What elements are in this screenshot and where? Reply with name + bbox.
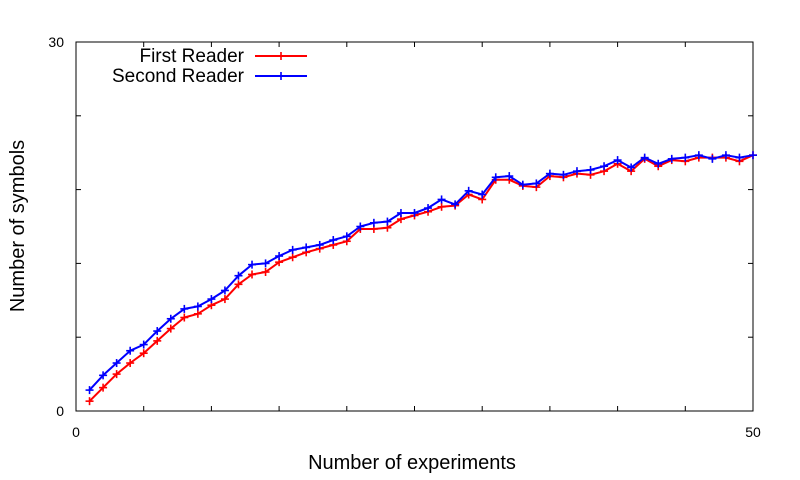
- data-point-second-reader: [627, 163, 636, 172]
- data-point-second-reader: [694, 151, 703, 160]
- data-point-first-reader: [180, 313, 189, 322]
- y-tick-label: 30: [48, 34, 64, 50]
- data-point-first-reader: [261, 268, 270, 277]
- data-point-second-reader: [478, 190, 487, 199]
- data-point-first-reader: [99, 383, 108, 392]
- data-point-second-reader: [166, 314, 175, 323]
- series-layer: [85, 151, 757, 406]
- x-tick-label: 50: [745, 424, 761, 440]
- tick-labels: 0 50 0 30: [48, 34, 761, 440]
- data-point-second-reader: [329, 236, 338, 245]
- data-point-second-reader: [248, 260, 257, 269]
- data-point-second-reader: [112, 359, 121, 368]
- data-point-second-reader: [126, 346, 135, 355]
- data-point-second-reader: [424, 204, 433, 213]
- data-point-second-reader: [275, 252, 284, 261]
- data-point-second-reader: [640, 153, 649, 162]
- legend-marker-first-reader: [277, 52, 285, 60]
- series-line-second-reader: [88, 154, 754, 391]
- data-point-second-reader: [207, 295, 216, 304]
- data-point-second-reader: [667, 154, 676, 163]
- data-point-first-reader: [288, 253, 297, 262]
- data-point-second-reader: [559, 170, 568, 179]
- data-point-first-reader: [220, 295, 229, 304]
- series-first-reader: [85, 151, 757, 406]
- data-point-second-reader: [153, 327, 162, 336]
- legend: First Reader Second Reader: [112, 46, 307, 87]
- data-point-second-reader: [315, 240, 324, 249]
- data-point-first-reader: [234, 280, 243, 289]
- data-point-second-reader: [356, 222, 365, 231]
- data-point-second-reader: [464, 186, 473, 195]
- data-point-first-reader: [85, 397, 94, 406]
- data-point-second-reader: [735, 153, 744, 162]
- data-point-second-reader: [654, 159, 663, 168]
- data-point-second-reader: [491, 173, 500, 182]
- x-axis-label: Number of experiments: [308, 452, 516, 474]
- data-point-second-reader: [342, 232, 351, 241]
- data-point-first-reader: [112, 370, 121, 379]
- legend-label-second-reader: Second Reader: [112, 66, 245, 87]
- data-point-second-reader: [193, 302, 202, 311]
- data-point-second-reader: [545, 169, 554, 178]
- y-axis-label: Number of symbols: [7, 140, 29, 312]
- data-point-second-reader: [99, 371, 108, 380]
- legend-label-first-reader: First Reader: [139, 46, 244, 67]
- data-point-second-reader: [518, 180, 527, 189]
- data-point-second-reader: [302, 243, 311, 252]
- data-point-second-reader: [721, 151, 730, 160]
- data-point-second-reader: [220, 286, 229, 295]
- y-tick-label: 0: [56, 403, 64, 419]
- data-point-second-reader: [139, 340, 148, 349]
- data-point-second-reader: [586, 165, 595, 174]
- data-point-first-reader: [193, 309, 202, 318]
- data-point-second-reader: [85, 386, 94, 395]
- series-second-reader: [85, 151, 757, 395]
- data-point-second-reader: [532, 179, 541, 188]
- data-point-second-reader: [708, 154, 717, 163]
- data-point-second-reader: [180, 304, 189, 313]
- plot-frame: [75, 41, 754, 412]
- data-point-first-reader: [166, 324, 175, 333]
- x-tick-label: 0: [72, 424, 80, 440]
- legend-marker-second-reader: [277, 72, 285, 80]
- data-point-second-reader: [505, 172, 514, 181]
- series-line-first-reader: [88, 154, 754, 402]
- data-point-first-reader: [437, 202, 446, 211]
- data-point-second-reader: [600, 162, 609, 171]
- data-point-second-reader: [437, 195, 446, 204]
- data-point-second-reader: [749, 151, 757, 160]
- data-point-second-reader: [261, 259, 270, 268]
- data-point-second-reader: [369, 218, 378, 227]
- data-point-second-reader: [383, 217, 392, 226]
- data-point-second-reader: [451, 200, 460, 209]
- data-point-second-reader: [396, 208, 405, 217]
- data-point-first-reader: [248, 270, 257, 279]
- data-point-second-reader: [234, 271, 243, 280]
- data-point-first-reader: [126, 359, 135, 368]
- data-point-first-reader: [153, 336, 162, 345]
- data-point-second-reader: [410, 208, 419, 217]
- data-point-second-reader: [572, 167, 581, 176]
- data-point-second-reader: [613, 156, 622, 165]
- data-point-second-reader: [681, 153, 690, 162]
- data-point-first-reader: [139, 349, 148, 358]
- axis-ticks: [75, 41, 754, 412]
- data-point-second-reader: [288, 245, 297, 254]
